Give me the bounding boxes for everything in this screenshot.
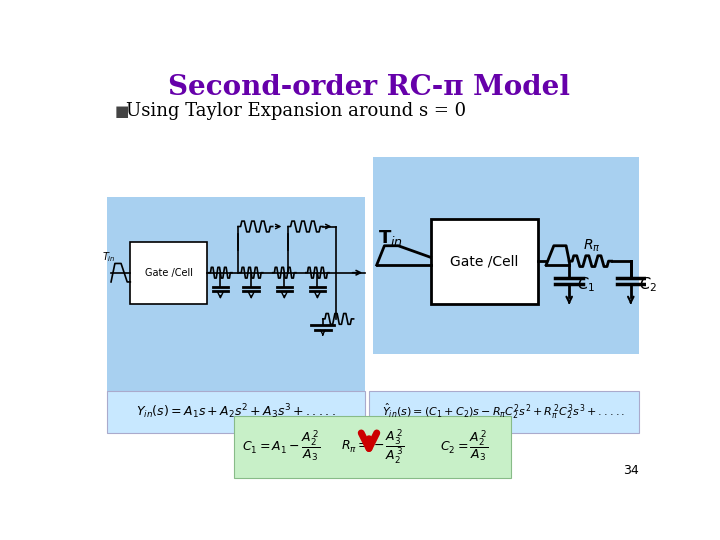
Bar <box>130 242 207 303</box>
Bar <box>431 219 539 303</box>
Text: $C_2 = \dfrac{A_2^{\,2}}{A_3}$: $C_2 = \dfrac{A_2^{\,2}}{A_3}$ <box>440 429 489 464</box>
Text: $\mathbf{T}_{in}$: $\mathbf{T}_{in}$ <box>378 228 403 248</box>
Text: $C_2$: $C_2$ <box>639 275 657 294</box>
Bar <box>373 157 639 354</box>
Text: Second-order RC-π Model: Second-order RC-π Model <box>168 75 570 102</box>
Text: $\hat{Y}_{in}(s) = (C_1+C_2)s - R_{\pi}C_2^2s^2 + R_{\pi}^{\,2}C_2^3s^3 + .....$: $\hat{Y}_{in}(s) = (C_1+C_2)s - R_{\pi}C… <box>382 402 626 421</box>
Text: $Y_{in}(s) = A_1s + A_2s^2 + A_3s^3 + .....$: $Y_{in}(s) = A_1s + A_2s^2 + A_3s^3 + ..… <box>136 402 336 421</box>
Text: $C_1$: $C_1$ <box>577 275 595 294</box>
Text: Gate /Cell: Gate /Cell <box>450 254 518 268</box>
Text: $R_{\pi}$: $R_{\pi}$ <box>583 238 601 254</box>
Text: $R_{\pi} = -\dfrac{A_3^{\,2}}{A_2^{\,3}}$: $R_{\pi} = -\dfrac{A_3^{\,2}}{A_2^{\,3}}… <box>341 427 405 466</box>
Bar <box>234 416 511 477</box>
Text: $T_{in}$: $T_{in}$ <box>102 251 116 264</box>
Text: Gate /Cell: Gate /Cell <box>145 268 193 278</box>
Bar <box>107 197 365 397</box>
Text: Using Taylor Expansion around s = 0: Using Taylor Expansion around s = 0 <box>127 102 467 120</box>
Text: ■: ■ <box>115 104 130 118</box>
Bar <box>107 390 365 433</box>
Bar <box>369 390 639 433</box>
Text: $C_1 = A_1 - \dfrac{A_2^{\,2}}{A_3}$: $C_1 = A_1 - \dfrac{A_2^{\,2}}{A_3}$ <box>242 429 320 464</box>
Text: 34: 34 <box>623 464 639 477</box>
